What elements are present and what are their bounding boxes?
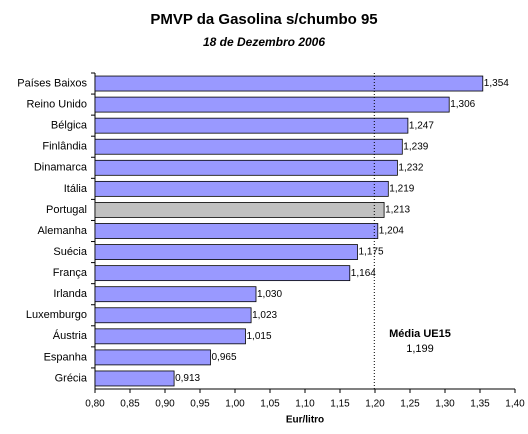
y-tick-label: Países Baixos	[17, 77, 87, 89]
bar	[94, 75, 484, 92]
x-tick-label: 0,80	[85, 399, 105, 410]
average-label: Média UE15	[389, 328, 451, 340]
x-tick-label: 1,00	[225, 399, 245, 410]
x-tick-label: 0,95	[190, 399, 210, 410]
bar	[94, 370, 175, 387]
x-axis-label: Eur/litro	[286, 415, 324, 426]
chart-subtitle: 18 de Dezembro 2006	[203, 35, 325, 49]
average-value: 1,199	[406, 343, 434, 355]
bar	[94, 138, 403, 155]
y-tick-label: Irlanda	[53, 288, 88, 300]
x-tick-label: 1,35	[470, 399, 490, 410]
value-label: 1,306	[450, 99, 475, 110]
x-tick-label: 0,85	[120, 399, 140, 410]
bar	[94, 265, 351, 282]
y-tick-label: Luxemburgo	[26, 309, 87, 321]
y-tick-label: Reino Unido	[26, 99, 87, 111]
y-tick-label: Espanha	[44, 351, 88, 363]
value-label: 1,015	[247, 331, 272, 342]
y-tick-label: Bélgica	[51, 120, 88, 132]
bar	[94, 328, 246, 345]
x-tick-label: 1,10	[295, 399, 315, 410]
value-label: 1,213	[385, 205, 410, 216]
value-label: 1,219	[389, 184, 414, 195]
value-label: 1,204	[379, 226, 404, 237]
value-label: 1,239	[403, 141, 428, 152]
value-label: 1,232	[398, 162, 423, 173]
y-tick-label: Finlândia	[42, 141, 88, 153]
y-tick-label: França	[53, 267, 88, 279]
value-label: 1,164	[351, 268, 376, 279]
y-tick-label: Portugal	[46, 204, 87, 216]
bar	[94, 180, 389, 197]
bar	[94, 244, 358, 260]
y-tick-label: Áustria	[53, 329, 88, 342]
x-tick-label: 1,30	[435, 399, 455, 410]
value-label: 1,354	[484, 78, 509, 89]
value-label: 1,023	[252, 310, 277, 321]
bar	[94, 159, 398, 176]
bar	[94, 349, 211, 366]
x-tick-label: 0,90	[155, 399, 175, 410]
y-tick-label: Suécia	[53, 246, 88, 258]
x-tick-label: 1,20	[365, 399, 385, 410]
bar	[94, 223, 379, 239]
chart-title: PMVP da Gasolina s/chumbo 95	[150, 11, 377, 28]
bar	[94, 96, 450, 113]
value-label: 1,030	[257, 289, 282, 300]
y-tick-label: Itália	[64, 183, 88, 195]
x-tick-label: 1,05	[260, 399, 280, 410]
value-label: 1,175	[359, 247, 384, 258]
y-tick-label: Alemanha	[37, 225, 87, 237]
y-tick-label: Grécia	[55, 372, 88, 384]
value-label: 0,913	[175, 373, 200, 384]
bar	[94, 202, 385, 218]
value-label: 0,965	[212, 352, 237, 363]
x-tick-label: 1,25	[400, 399, 420, 410]
value-label: 1,247	[409, 120, 434, 131]
x-tick-label: 1,15	[330, 399, 350, 410]
x-tick-label: 1,40	[505, 399, 525, 410]
y-tick-label: Dinamarca	[34, 162, 88, 174]
bar	[94, 307, 252, 324]
bar	[94, 286, 257, 303]
bar	[94, 117, 409, 134]
